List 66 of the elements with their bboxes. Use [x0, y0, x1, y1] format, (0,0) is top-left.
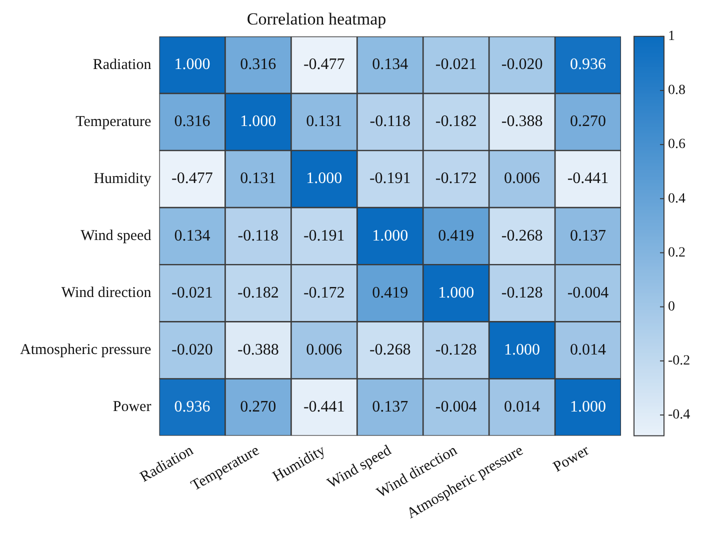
data-label: -0.004 [567, 284, 609, 302]
color-bar-label: -0.2 [668, 354, 690, 369]
data-label: -0.021 [172, 284, 213, 302]
y-tick-label: Wind direction [61, 285, 152, 302]
y-tick-label: Wind speed [80, 228, 152, 244]
data-label: -0.191 [369, 170, 411, 188]
data-label: -0.477 [172, 170, 213, 188]
data-label: -0.172 [303, 284, 345, 302]
data-label: 1.000 [504, 341, 540, 358]
data-label: -0.441 [303, 398, 345, 416]
data-label: 0.419 [372, 284, 408, 302]
data-label: 0.137 [570, 227, 606, 244]
data-label: -0.128 [435, 341, 477, 358]
data-label: 0.936 [570, 56, 606, 74]
color-bar-label: 0.8 [668, 83, 686, 98]
x-tick-label: Power [550, 442, 592, 476]
data-label: -0.182 [435, 113, 477, 130]
data-label: 0.006 [306, 341, 342, 358]
data-label: -0.477 [303, 56, 345, 74]
data-label: -0.268 [501, 227, 543, 244]
data-label: -0.021 [435, 56, 477, 74]
data-label: 0.137 [372, 398, 408, 416]
color-bar-label: 1 [668, 29, 675, 44]
y-tick-label: Power [112, 399, 152, 416]
y-tick-label: Atmospheric pressure [20, 342, 152, 358]
data-label: -0.182 [238, 284, 279, 302]
data-label: -0.172 [435, 170, 477, 188]
color-bar-label: 0.4 [668, 191, 686, 206]
y-tick-label: Radiation [92, 56, 152, 73]
data-label: -0.191 [303, 227, 345, 244]
y-tick-label: Temperature [76, 114, 152, 130]
data-label: 0.134 [372, 56, 408, 74]
data-label: -0.441 [567, 170, 609, 188]
color-bar-label: -0.4 [668, 408, 690, 423]
data-label: 0.936 [174, 398, 210, 416]
data-label: -0.020 [172, 341, 213, 358]
data-label: 1.000 [372, 227, 408, 244]
y-tick-label: Humidity [94, 170, 152, 187]
data-label: 1.000 [240, 113, 276, 130]
data-label: 1.000 [570, 398, 606, 416]
data-label: 1.000 [174, 56, 210, 74]
data-label: -0.020 [501, 56, 543, 74]
color-bar-label: 0.2 [668, 245, 686, 260]
data-label: 0.014 [570, 341, 606, 358]
data-label: -0.118 [370, 113, 410, 130]
data-label: -0.388 [501, 113, 543, 130]
data-label: -0.268 [369, 341, 411, 358]
color-bar-label: 0 [668, 299, 675, 314]
data-label: 0.270 [240, 398, 276, 416]
data-label: 0.014 [504, 398, 540, 416]
data-label: 0.316 [240, 56, 276, 74]
data-label: -0.388 [238, 341, 279, 358]
data-label: 0.270 [570, 113, 606, 130]
data-label: 1.000 [306, 170, 342, 188]
color-bar-label: 0.6 [668, 137, 686, 152]
data-label: 0.316 [174, 113, 210, 130]
data-label: 0.134 [174, 227, 210, 244]
data-label: 0.006 [504, 170, 540, 188]
chart-title: Correlation heatmap [246, 10, 386, 29]
data-label: 0.419 [438, 227, 474, 244]
data-label: -0.004 [435, 398, 477, 416]
data-label: 0.131 [240, 170, 276, 188]
data-label: 0.131 [306, 113, 342, 130]
data-label: 1.000 [438, 284, 474, 302]
data-label: -0.128 [501, 284, 543, 302]
data-label: -0.118 [238, 227, 279, 244]
